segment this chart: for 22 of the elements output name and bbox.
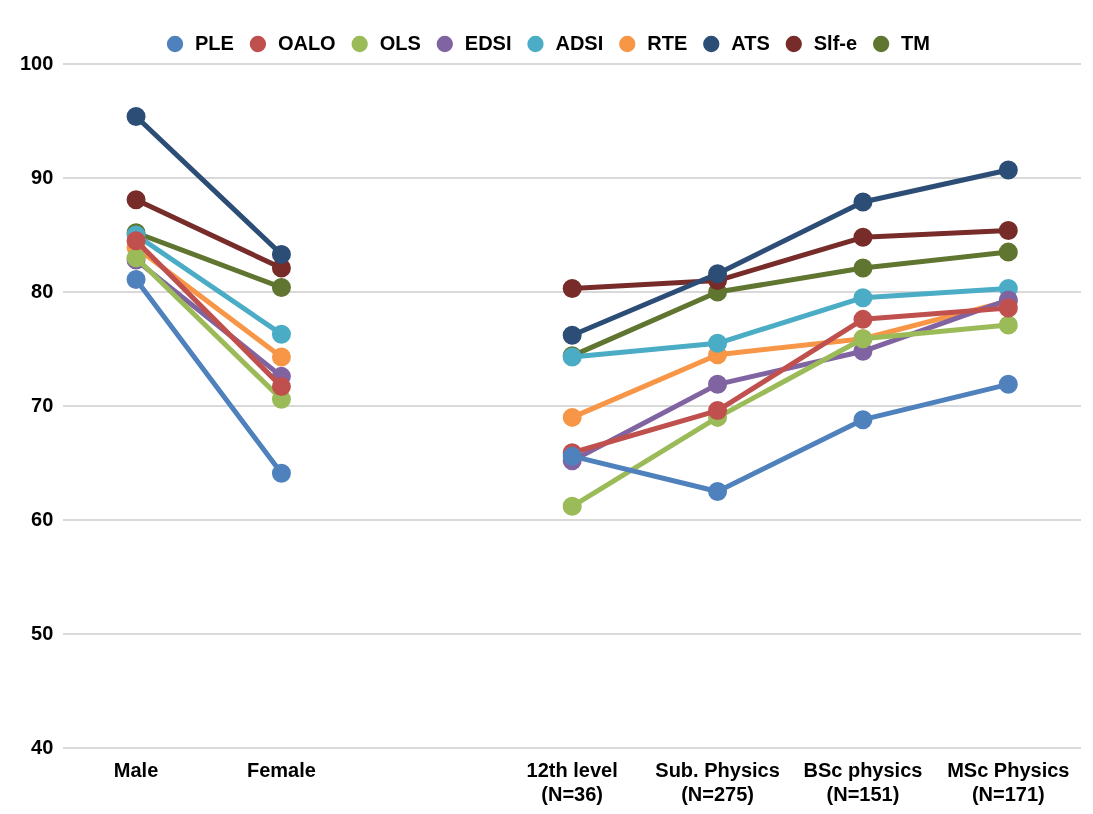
legend-label: ATS	[731, 31, 770, 54]
y-tick-label: 100	[19, 51, 54, 74]
legend-label: ADSI	[555, 31, 604, 54]
legend-label: EDSI	[464, 31, 512, 54]
y-tick-label: 90	[31, 165, 54, 188]
legend-label: Slf-e	[813, 31, 858, 54]
x-tick-label: Male	[113, 758, 159, 781]
legend-label: PLE	[195, 31, 234, 54]
x-tick-label: 12th level (N=36)	[526, 758, 618, 805]
y-tick-label: 60	[31, 507, 54, 530]
legend-label: RTE	[647, 31, 688, 54]
legend-label: TM	[901, 31, 930, 54]
x-tick-label: Sub. Physics (N=275)	[655, 758, 780, 805]
legend-label: OALO	[277, 31, 336, 54]
y-tick-label: 80	[31, 279, 54, 302]
y-tick-label: 70	[31, 393, 54, 416]
x-tick-label: Female	[246, 758, 316, 781]
x-tick-label: MSc Physics (N=171)	[947, 758, 1070, 805]
y-tick-label: 40	[31, 735, 54, 758]
y-tick-label: 50	[31, 621, 54, 644]
legend-label: OLS	[379, 31, 421, 54]
x-tick-label: BSc physics (N=151)	[803, 758, 923, 805]
